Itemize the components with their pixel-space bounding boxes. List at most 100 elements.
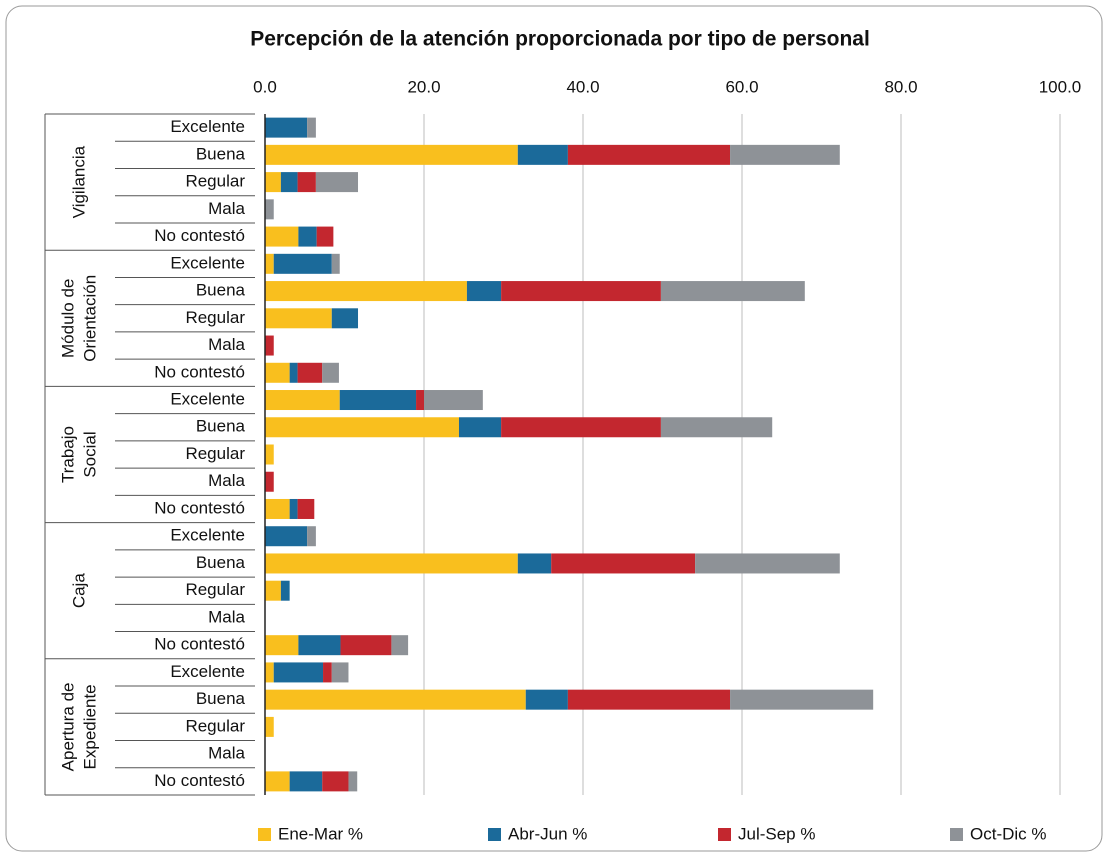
y-tick-label: No contestó (154, 226, 245, 245)
bar-segment (298, 226, 317, 247)
bar-segment (695, 553, 840, 574)
chart-title: Percepción de la atención proporcionada … (250, 28, 870, 51)
bar-segment (265, 689, 526, 710)
x-tick-label: 20.0 (407, 77, 440, 96)
bar-segment (297, 498, 315, 519)
bar-segment (307, 117, 316, 138)
bar-segment (289, 498, 298, 519)
group-label: Trabajo (58, 426, 77, 483)
bar-segment (265, 390, 340, 411)
y-tick-label: No contestó (154, 771, 245, 790)
y-tick-label: Buena (196, 281, 246, 300)
bar-segment (424, 390, 483, 411)
y-tick-label: Excelente (170, 390, 245, 409)
y-tick-label: Buena (196, 417, 246, 436)
bar-segment (307, 526, 316, 547)
y-tick-label: Regular (185, 308, 245, 327)
x-tick-label: 40.0 (566, 77, 599, 96)
bar-segment (265, 498, 290, 519)
bar-segment (322, 771, 349, 792)
bar-segment (289, 362, 298, 383)
bar-segment (265, 226, 299, 247)
bar-segment (525, 689, 568, 710)
group-label: Caja (69, 573, 88, 609)
bar-segment (265, 417, 459, 438)
legend-swatch (258, 828, 271, 841)
bar-segment (458, 417, 502, 438)
bar-segment (315, 172, 359, 193)
y-tick-label: No contestó (154, 362, 245, 381)
bar-segment (660, 417, 773, 438)
x-tick-label: 80.0 (884, 77, 917, 96)
bar-segment (289, 771, 323, 792)
legend-swatch (718, 828, 731, 841)
bar-segment (265, 172, 281, 193)
bar-segment (348, 771, 358, 792)
bar-segment (567, 689, 731, 710)
bar-segment (297, 362, 323, 383)
y-tick-label: Buena (196, 553, 246, 572)
y-tick-label: Excelente (170, 253, 245, 272)
bar-segment (567, 144, 731, 165)
bar-segment (265, 635, 299, 656)
bar-segment (265, 281, 467, 302)
bar-segment (273, 662, 324, 683)
bar-segment (730, 144, 840, 165)
y-tick-label: Excelente (170, 662, 245, 681)
bar-segment (265, 553, 518, 574)
bar-segment (730, 689, 874, 710)
y-tick-label: Buena (196, 689, 246, 708)
bar-segment (316, 226, 334, 247)
legend-swatch (950, 828, 963, 841)
y-tick-label: Mala (208, 199, 245, 218)
group-label: Vigilancia (69, 145, 88, 218)
bar-segment (265, 253, 274, 274)
y-tick-label: Mala (208, 744, 245, 763)
legend-label: Ene-Mar % (278, 824, 363, 843)
legend-label: Oct-Dic % (970, 824, 1047, 843)
bar-segment (265, 471, 274, 492)
y-tick-label: Mala (208, 607, 245, 626)
bar-segment (265, 771, 290, 792)
bar-segment (273, 253, 332, 274)
bar-segment (265, 716, 274, 737)
y-tick-label: No contestó (154, 635, 245, 654)
group-label: Módulo de (58, 279, 77, 358)
bar-segment (340, 635, 392, 656)
y-tick-label: Mala (208, 471, 245, 490)
bar-segment (265, 144, 518, 165)
y-tick-label: Regular (185, 580, 245, 599)
bar-segment (466, 281, 502, 302)
group-label: Social (80, 431, 99, 477)
bar-segment (391, 635, 409, 656)
bar-segment (265, 335, 274, 356)
bar-segment (265, 444, 274, 465)
bar-segment (660, 281, 805, 302)
bar-segment (297, 172, 316, 193)
legend-label: Abr-Jun % (508, 824, 587, 843)
bar-segment (323, 662, 332, 683)
y-tick-label: Regular (185, 716, 245, 735)
bar-segment (265, 362, 290, 383)
bar-segment (265, 580, 281, 601)
bar-segment (501, 281, 661, 302)
bar-segment (331, 253, 340, 274)
group-label: Expediente (80, 684, 99, 769)
bar-segment (265, 199, 274, 220)
x-tick-label: 0.0 (253, 77, 277, 96)
bar-segment (265, 117, 308, 138)
bar-segment (298, 635, 341, 656)
bar-segment (517, 144, 568, 165)
bar-segment (517, 553, 552, 574)
bar-segment (265, 662, 274, 683)
legend-label: Jul-Sep % (738, 824, 815, 843)
bar-segment (501, 417, 661, 438)
y-tick-label: Regular (185, 172, 245, 191)
bar-segment (331, 308, 359, 329)
y-tick-label: Excelente (170, 117, 245, 136)
x-tick-label: 60.0 (725, 77, 758, 96)
x-tick-label: 100.0 (1039, 77, 1082, 96)
bar-segment (280, 580, 290, 601)
bar-segment (265, 308, 332, 329)
